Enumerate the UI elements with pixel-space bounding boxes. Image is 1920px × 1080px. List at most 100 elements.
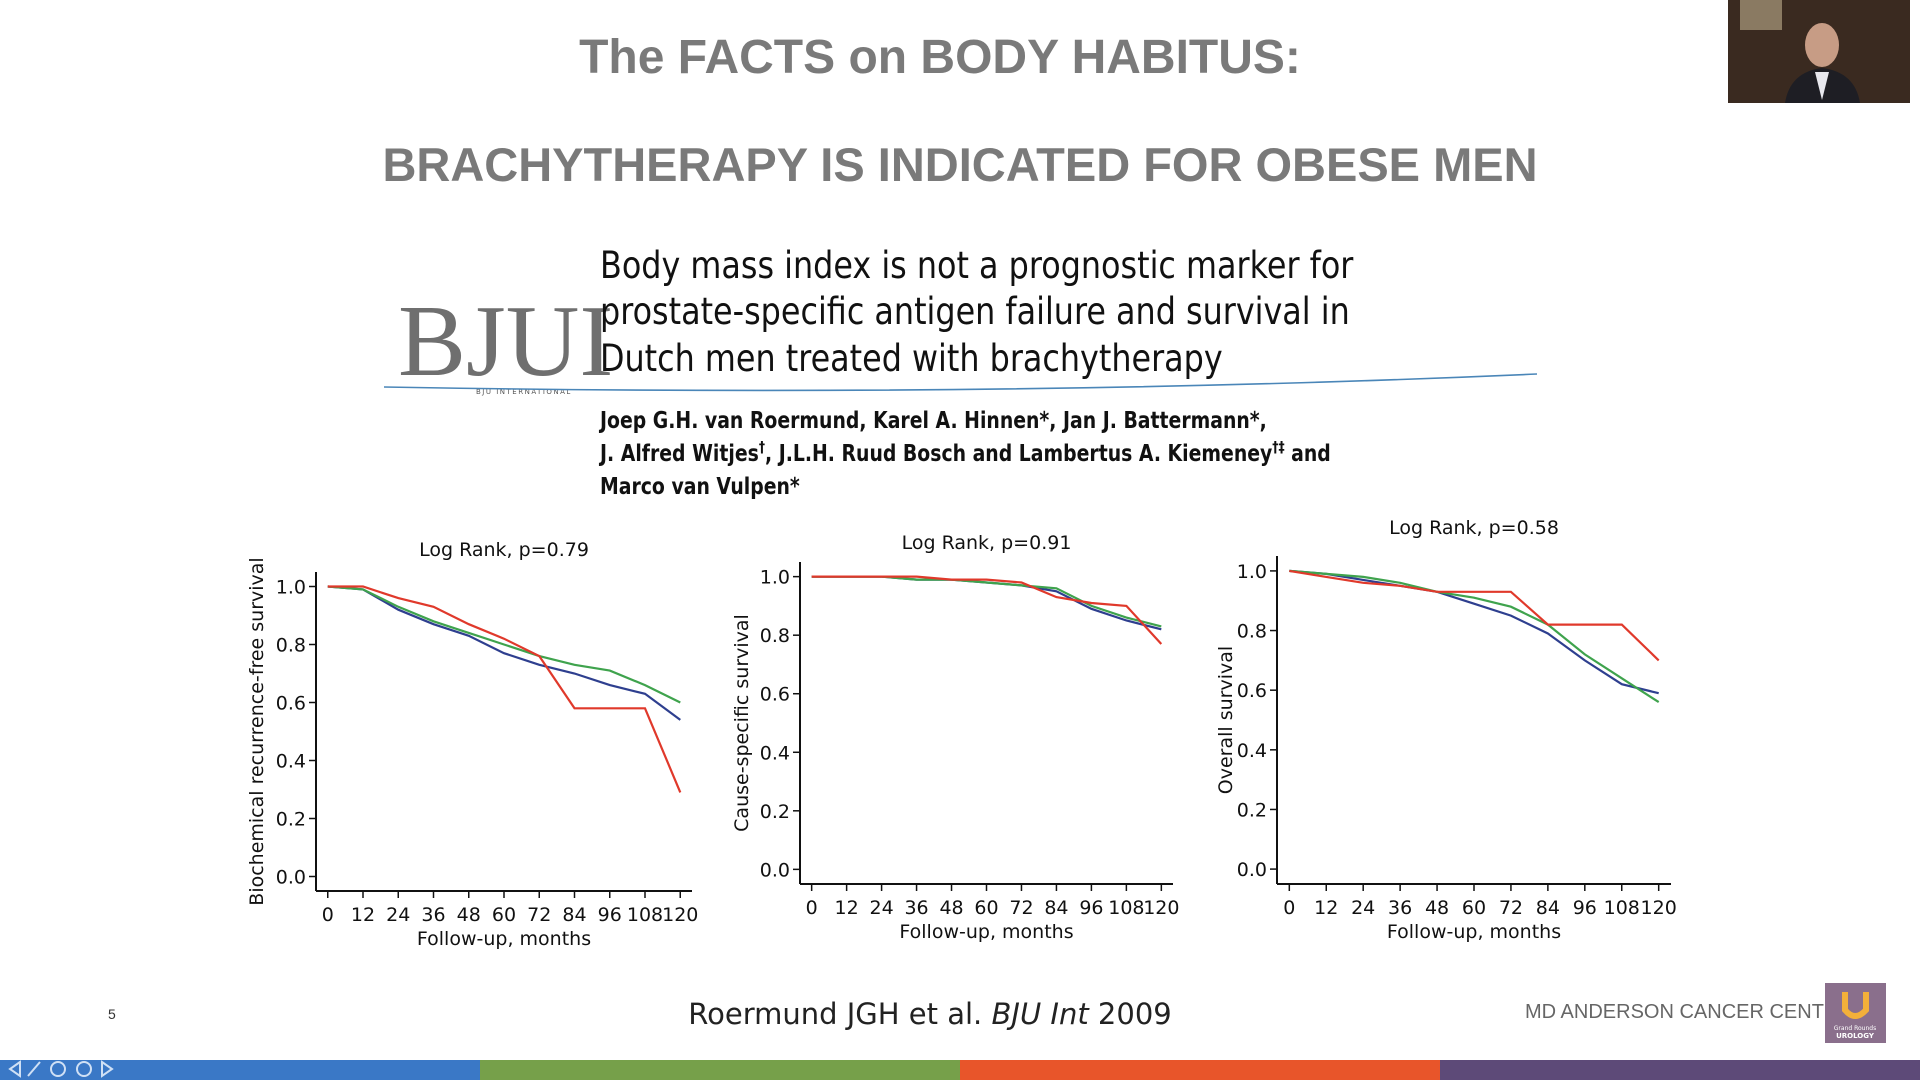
y-axis-label: Biochemical recurrence-free survival [246,557,268,905]
survival-curve [327,585,682,793]
y-tick-label: 1.0 [1237,561,1267,583]
x-tick-label: 48 [1425,897,1449,919]
author-text: and [1285,439,1331,466]
footer: MD ANDERSON CANCER CENTER [1525,1001,1852,1023]
author-superscript: † [759,439,765,456]
author-line: Joep G.H. van Roermund, Karel A. Hinnen*… [598,406,1267,433]
citation-part: Roermund JGH et al. [688,997,991,1031]
y-tick-label: 1.0 [276,577,306,599]
x-tick-label: 84 [1536,897,1560,919]
article-title-line: Dutch men treated with brachytherapy [600,338,1223,381]
x-tick-label: 60 [974,897,998,919]
journal-logo-sub: BJU INTERNATIONAL [476,388,572,396]
authors: Joep G.H. van Roermund, Karel A. Hinnen*… [598,406,1331,499]
article-title-line: prostate-specific antigen failure and su… [600,291,1350,334]
x-tick-label: 96 [1079,897,1103,919]
annotation: Log Rank, p=0.79 [419,539,589,561]
x-tick-label: 60 [492,904,516,926]
survival-curve [327,585,681,704]
x-tick-label: 108 [1108,897,1144,919]
y-tick-label: 0.2 [1237,799,1267,821]
y-axis-label: Cause-specific survival [731,614,753,832]
citation-part: BJU Int [992,997,1091,1031]
x-tick-label: 24 [386,904,410,926]
x-tick-label: 60 [1462,897,1486,919]
author-text: Joep G.H. van Roermund, Karel A. Hinnen*… [598,406,1267,433]
y-tick-label: 0.0 [1237,859,1267,881]
author-line: J. Alfred Witjes†, J.L.H. Ruud Bosch and… [598,439,1331,466]
x-tick-label: 96 [1573,897,1597,919]
x-tick-label: 12 [1314,897,1338,919]
toolbar[interactable] [8,1060,114,1078]
x-tick-label: 48 [457,904,481,926]
x-axis-label: Follow-up, months [899,921,1073,943]
journal-logo: BJUI [398,285,613,398]
x-axis-label: Follow-up, months [1387,921,1561,943]
y-tick-label: 0.4 [1237,740,1267,762]
author-superscript: †‡ [1272,439,1284,456]
y-tick-label: 0.2 [276,809,306,831]
author-line: Marco van Vulpen* [600,472,800,499]
slide-title: The FACTS on BODY HABITUS: [579,31,1301,84]
x-tick-label: 120 [1143,897,1179,919]
y-tick-label: 0.2 [760,801,790,823]
slide-subtitle: BRACHYTHERAPY IS INDICATED FOR OBESE MEN [382,138,1537,191]
author-text: Marco van Vulpen* [600,472,800,499]
y-tick-label: 0.8 [760,625,790,647]
color-bar [0,1060,1920,1080]
y-tick-label: 0.0 [276,867,306,889]
x-tick-label: 12 [351,904,375,926]
survival-curve [1289,569,1660,704]
x-tick-label: 24 [870,897,894,919]
x-tick-label: 84 [1044,897,1068,919]
annotation: Log Rank, p=0.91 [902,532,1072,554]
title-rule [383,373,1538,392]
x-tick-label: 0 [322,904,334,926]
x-tick-label: 108 [627,904,663,926]
survival-curve [811,575,1163,645]
annotation: Log Rank, p=0.58 [1389,517,1559,539]
x-tick-label: 72 [1009,897,1033,919]
x-tick-label: 120 [662,904,698,926]
webcam [1728,0,1910,103]
x-tick-label: 96 [598,904,622,926]
x-tick-label: 108 [1604,897,1640,919]
article-title: Body mass index is not a prognostic mark… [600,245,1354,381]
citation: Roermund JGH et al. BJU Int 2009 [688,997,1171,1031]
logo-text: Grand Rounds [1834,1025,1876,1032]
y-tick-label: 0.4 [760,742,790,764]
y-tick-label: 0.6 [276,693,306,715]
citation-part: 2009 [1089,997,1172,1031]
x-tick-label: 0 [1283,897,1295,919]
x-tick-label: 48 [939,897,963,919]
y-tick-label: 0.0 [760,859,790,881]
author-text: J. Alfred Witjes [598,439,759,466]
logo-u [1842,992,1869,1019]
x-tick-label: 24 [1351,897,1375,919]
y-tick-label: 0.4 [276,751,306,773]
x-tick-label: 72 [527,904,551,926]
x-tick-label: 84 [562,904,586,926]
y-tick-label: 0.8 [276,635,306,657]
x-tick-label: 120 [1641,897,1677,919]
x-axis-label: Follow-up, months [417,928,591,950]
survival-curve [1289,569,1659,695]
x-tick-label: 12 [835,897,859,919]
x-tick-label: 0 [806,897,818,919]
survival-curve [327,585,681,721]
survival-curve [1289,569,1660,662]
slide-number: 5 [108,1006,116,1022]
article-title-line: Body mass index is not a prognostic mark… [600,245,1354,288]
urology-logo: Grand Rounds UROLOGY [1825,983,1886,1043]
y-axis-label: Overall survival [1215,646,1237,794]
y-tick-label: 0.6 [1237,680,1267,702]
y-tick-label: 0.8 [1237,621,1267,643]
logo-text: UROLOGY [1836,1032,1875,1040]
x-tick-label: 36 [904,897,928,919]
x-tick-label: 36 [421,904,445,926]
